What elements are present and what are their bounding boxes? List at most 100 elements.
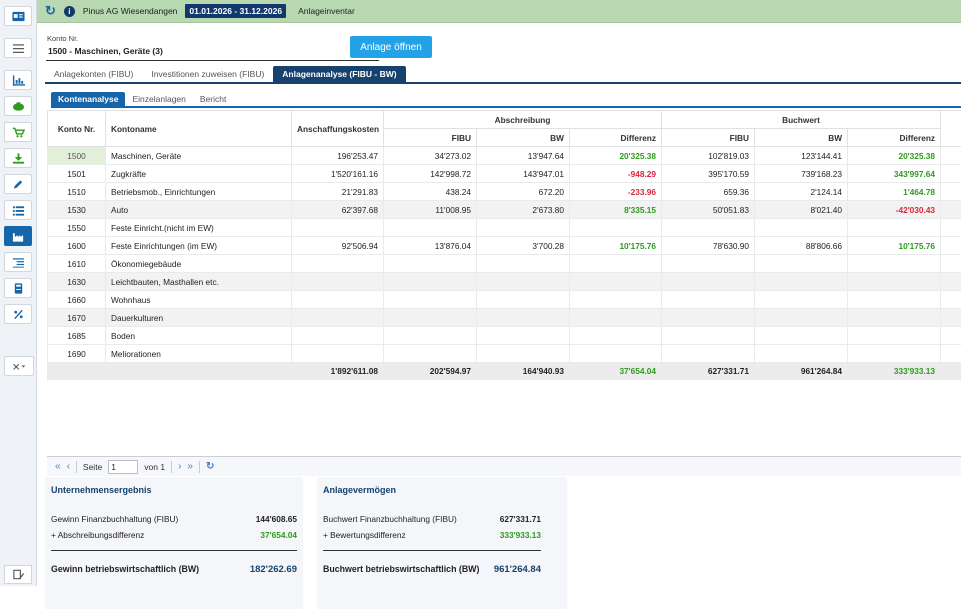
cell-kontoname: Betriebsmob., Einrichtungen xyxy=(106,183,292,201)
next-page-icon[interactable]: › xyxy=(178,461,181,472)
cell-buchwert-bw xyxy=(755,219,848,237)
cell-abschr-bw xyxy=(477,273,570,291)
cell-abschr-fibu xyxy=(384,291,477,309)
refresh-icon[interactable]: ↻ xyxy=(45,3,56,19)
factory-icon[interactable] xyxy=(4,226,32,246)
cell-abschr-bw: 672.20 xyxy=(477,183,570,201)
piggy-bank-icon[interactable] xyxy=(4,96,32,116)
cell-buchwert-bw xyxy=(755,273,848,291)
cell-buchwert-fibu xyxy=(662,327,755,345)
cell-abschr-fibu xyxy=(384,273,477,291)
col-kontoname[interactable]: Kontoname xyxy=(106,111,292,147)
col-anschaffungskosten[interactable]: Anschaffungskosten xyxy=(292,111,384,147)
total-a-fibu: 202'594.97 xyxy=(384,363,477,380)
cell-buchwert-bw: 8'021.40 xyxy=(755,201,848,219)
col-abschr-fibu[interactable]: FIBU xyxy=(384,129,477,147)
last-page-icon[interactable]: » xyxy=(187,461,193,472)
cell-buchwert-fibu: 50'051.83 xyxy=(662,201,755,219)
pencil-icon[interactable] xyxy=(4,174,32,194)
cell-konto: 1500 xyxy=(48,147,106,165)
cell-buchwert-diff: 343'997.64 xyxy=(848,165,941,183)
row-value: 333'933.13 xyxy=(500,530,541,540)
percent-icon[interactable] xyxy=(4,304,32,324)
open-asset-button[interactable]: Anlage öffnen xyxy=(350,36,432,58)
prev-page-icon[interactable]: ‹ xyxy=(67,461,70,472)
cell-buchwert-diff xyxy=(848,309,941,327)
panel-title: Unternehmensergebnis xyxy=(51,485,297,495)
cell-buchwert-diff xyxy=(848,327,941,345)
document-edit-icon[interactable] xyxy=(4,565,32,584)
tools-dropdown-icon[interactable] xyxy=(4,356,34,376)
info-icon[interactable]: i xyxy=(64,6,75,17)
cell-konto: 1600 xyxy=(48,237,106,255)
cell-buchwert-diff: 10'175.76 xyxy=(848,237,941,255)
calculator-icon[interactable] xyxy=(4,278,32,298)
cell-buchwert-diff: 1'464.78 xyxy=(848,183,941,201)
cell-spacer xyxy=(941,201,961,219)
cell-anschaffungskosten xyxy=(292,255,384,273)
col-abschr-bw[interactable]: BW xyxy=(477,129,570,147)
cell-spacer xyxy=(941,219,961,237)
cell-abschr-fibu xyxy=(384,255,477,273)
cell-abschr-diff: 20'325.38 xyxy=(570,147,662,165)
cart-icon[interactable] xyxy=(4,122,32,142)
sub-tabs: Kontenanalyse Einzelanlagen Bericht xyxy=(51,92,961,108)
cell-buchwert-fibu xyxy=(662,219,755,237)
page-input[interactable]: 1 xyxy=(108,460,138,474)
tab-einzelanlagen[interactable]: Einzelanlagen xyxy=(125,92,192,106)
cell-spacer xyxy=(941,147,961,165)
col-abschr-diff[interactable]: Differenz xyxy=(570,129,662,147)
tab-anlagenanalyse[interactable]: Anlagenanalyse (FIBU - BW) xyxy=(273,66,405,82)
refresh-icon[interactable]: ↻ xyxy=(206,461,214,472)
cell-kontoname: Feste Einricht.(nicht im EW) xyxy=(106,219,292,237)
tab-investitionen[interactable]: Investitionen zuweisen (FIBU) xyxy=(142,66,273,82)
cell-spacer xyxy=(941,291,961,309)
chart-icon[interactable] xyxy=(4,70,32,90)
cell-kontoname: Boden xyxy=(106,327,292,345)
cell-spacer xyxy=(941,327,961,345)
col-konto[interactable]: Konto Nr. xyxy=(48,111,106,147)
cell-spacer xyxy=(941,309,961,327)
cell-buchwert-bw xyxy=(755,255,848,273)
tab-bericht[interactable]: Bericht xyxy=(193,92,233,106)
first-page-icon[interactable]: « xyxy=(55,461,61,472)
row-label: + Bewertungsdifferenz xyxy=(323,530,406,540)
row-label: Buchwert Finanzbuchhaltung (FIBU) xyxy=(323,514,457,524)
cell-anschaffungskosten: 196'253.47 xyxy=(292,147,384,165)
cell-abschr-fibu xyxy=(384,327,477,345)
cell-buchwert-bw xyxy=(755,327,848,345)
row-label: Gewinn Finanzbuchhaltung (FIBU) xyxy=(51,514,178,524)
tab-kontenanalyse[interactable]: Kontenanalyse xyxy=(51,92,125,106)
cell-abschr-diff xyxy=(570,309,662,327)
col-buchwert-fibu[interactable]: FIBU xyxy=(662,129,755,147)
download-icon[interactable] xyxy=(4,148,32,168)
cell-konto: 1630 xyxy=(48,273,106,291)
cell-konto: 1660 xyxy=(48,291,106,309)
menu-icon[interactable] xyxy=(4,38,32,58)
id-card-icon[interactable] xyxy=(4,6,32,26)
indent-list-icon[interactable] xyxy=(4,252,32,272)
cell-kontoname: Wohnhaus xyxy=(106,291,292,309)
tab-anlagekonten[interactable]: Anlagekonten (FIBU) xyxy=(45,66,142,82)
cell-anschaffungskosten: 62'397.68 xyxy=(292,201,384,219)
col-buchwert-bw[interactable]: BW xyxy=(755,129,848,147)
main-tabs: Anlagekonten (FIBU) Investitionen zuweis… xyxy=(45,66,961,84)
col-buchwert-diff[interactable]: Differenz xyxy=(848,129,941,147)
list-icon[interactable] xyxy=(4,200,32,220)
konto-select[interactable]: 1500 - Maschinen, Geräte (3) xyxy=(46,42,379,61)
cell-spacer xyxy=(941,183,961,201)
cell-abschr-fibu xyxy=(384,219,477,237)
